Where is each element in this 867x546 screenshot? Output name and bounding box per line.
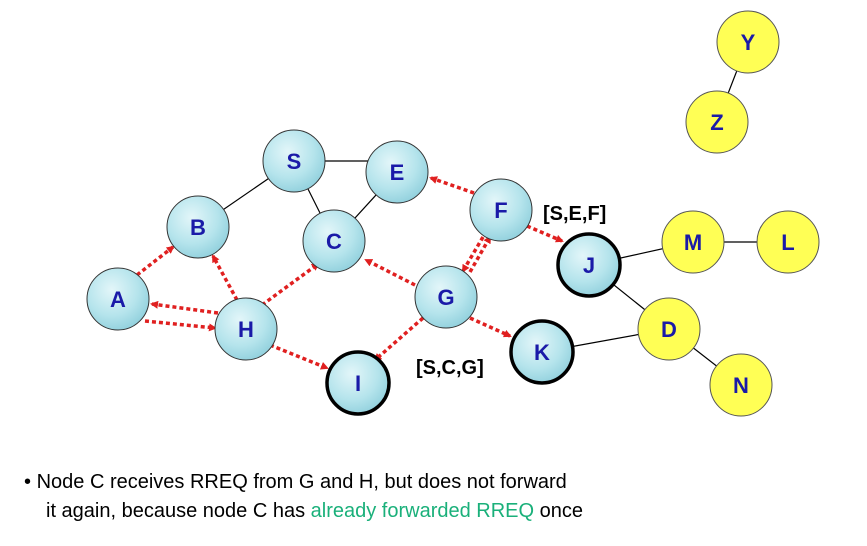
rreq-arrow-h-i — [269, 343, 329, 370]
node-e-label: E — [390, 160, 405, 185]
rreq-arrow-f-g — [461, 236, 485, 273]
blue-nodes: S E B C F A H G — [86, 129, 622, 416]
rreq-arrow-g-i — [373, 316, 425, 362]
node-s-label: S — [287, 149, 302, 174]
node-f: F — [469, 178, 533, 242]
node-g: G — [414, 265, 478, 329]
rreq-arrow-h-c — [260, 262, 320, 307]
caption: • Node C receives RREQ from G and H, but… — [24, 468, 583, 526]
rreq-arrow-g-k — [469, 316, 512, 338]
rreq-arrow-h-a — [150, 300, 219, 315]
node-i-label: I — [355, 371, 361, 396]
node-l: L — [756, 210, 820, 274]
node-m-label: M — [684, 230, 702, 255]
node-h: H — [214, 297, 278, 361]
node-c: C — [302, 209, 366, 273]
node-m: M — [661, 210, 725, 274]
node-k-label: K — [534, 340, 550, 365]
caption-line1: Node C receives RREQ from G and H, but d… — [36, 471, 567, 493]
caption-bullet: • — [24, 471, 32, 493]
rreq-arrow-f-e — [429, 176, 475, 195]
node-e: E — [365, 140, 429, 204]
node-a-label: A — [110, 287, 126, 312]
rreq-arrow-a-h — [144, 319, 217, 332]
node-b: B — [166, 195, 230, 259]
node-j: J — [556, 232, 622, 298]
node-b-label: B — [190, 215, 206, 240]
caption-line2-after: once — [534, 500, 584, 522]
node-k: K — [509, 319, 575, 385]
node-j-label: J — [583, 253, 595, 278]
caption-highlight: already forwarded RREQ — [310, 500, 535, 522]
node-h-label: H — [238, 317, 254, 342]
route-label-scg: [S,C,G] — [416, 357, 484, 379]
caption-line2-before: it again, because node C has — [46, 500, 311, 522]
node-z: Z — [685, 90, 749, 154]
node-y: Y — [716, 10, 780, 74]
rreq-arrow-g-c — [364, 258, 416, 287]
node-f-label: F — [494, 198, 507, 223]
caption-line2: it again, because node C has already for… — [24, 497, 583, 526]
yellow-nodes: M L D N Y Z — [637, 10, 820, 417]
node-c-label: C — [326, 229, 342, 254]
rreq-arrow-a-b — [135, 245, 175, 277]
route-label-sef: [S,E,F] — [543, 203, 606, 225]
node-z-label: Z — [710, 110, 723, 135]
node-y-label: Y — [741, 30, 756, 55]
rreq-arrows — [135, 176, 564, 370]
node-d: D — [637, 297, 701, 361]
rreq-arrow-h-b — [211, 254, 239, 301]
node-s: S — [262, 129, 326, 193]
node-l-label: L — [781, 230, 794, 255]
rreq-arrow-f-j — [526, 224, 564, 243]
rreq-arrow-g-f — [468, 235, 492, 273]
node-d-label: D — [661, 317, 677, 342]
node-n: N — [709, 353, 773, 417]
node-g-label: G — [437, 285, 454, 310]
node-a: A — [86, 267, 150, 331]
node-n-label: N — [733, 373, 749, 398]
node-i: I — [325, 350, 391, 416]
